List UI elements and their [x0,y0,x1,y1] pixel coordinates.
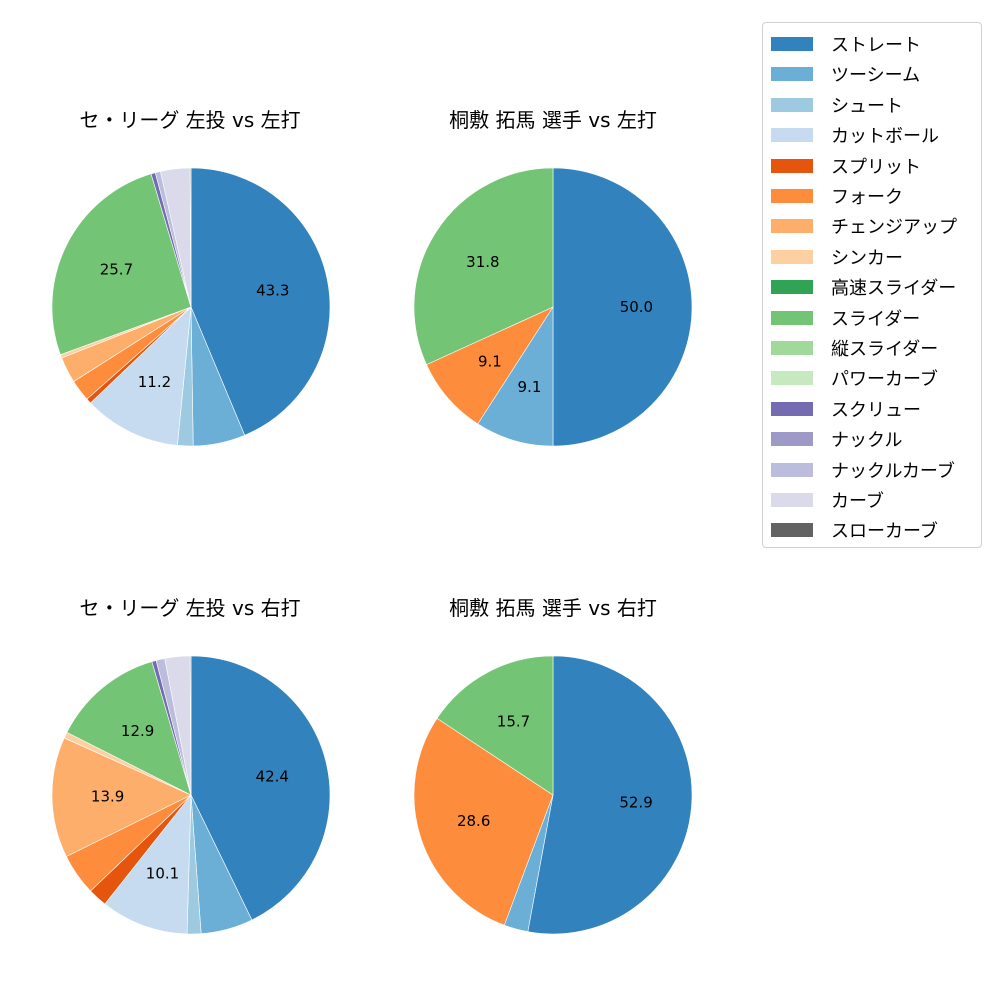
legend-swatch [771,493,813,507]
legend-label: スクリュー [831,399,921,421]
pie-slice [190,655,331,921]
slice-label: 15.7 [497,713,530,731]
slice-label: 11.2 [138,373,171,391]
legend-label: 高速スライダー [831,278,957,300]
legend-item: フォーク [771,185,903,208]
legend-swatch [771,280,813,295]
pie-chart: 43.3 11.2 25.7 [51,167,331,447]
legend-swatch [771,523,813,538]
legend-item: カーブ [771,489,884,512]
pie-slice [189,655,192,796]
slice-label: 9.1 [478,353,502,371]
pie-slice [51,737,192,857]
legend-item: スプリット [771,155,921,178]
legend-item: 高速スライダー [771,276,957,300]
pie-slice [51,173,192,356]
legend-swatch [771,462,813,477]
slice-label: 50.0 [620,298,653,316]
slice-label: 10.1 [146,864,179,882]
pie-slice [66,661,192,796]
pie-slice [527,655,693,935]
slice-label: 42.4 [256,767,289,785]
legend-swatch [771,97,813,112]
slice-label: 43.3 [256,282,289,300]
legend-item: スローカーブ [771,519,938,543]
pie-slice [413,167,554,365]
legend-swatch [771,432,813,447]
pie-chart: 50.0 9.1 9.1 31.8 [413,167,693,447]
slice-label: 52.9 [619,794,652,812]
legend-item: シュート [771,94,903,117]
legend-label: 縦スライダー [831,339,939,360]
legend-label: チェンジアップ [831,217,957,239]
legend-label: スローカーブ [831,521,938,543]
legend-item: チェンジアップ [771,215,957,239]
slice-label: 31.8 [466,253,499,271]
legend-label: スライダー [831,308,921,330]
legend-label: シンカー [831,247,903,269]
legend-swatch [771,67,813,82]
pie-slice [436,655,554,796]
pie-chart: 42.4 10.1 13.9 12.9 [51,655,331,935]
legend-swatch [771,37,813,51]
legend-swatch [771,341,813,355]
legend-label: ナックルカーブ [831,460,955,482]
legend-item: ナックル [771,428,903,452]
chart-title: セ・リーグ 左投 vs 左打 [79,108,301,132]
slice-label: 13.9 [91,787,124,805]
pie-slice [190,167,331,436]
chart-title: セ・リーグ 左投 vs 右打 [79,596,301,620]
legend-label: カットボール [831,126,939,148]
pie-slice [104,794,192,935]
legend-item: 縦スライダー [771,337,939,360]
slice-label: 12.9 [121,722,154,740]
legend-swatch [771,158,813,173]
legend-swatch [771,219,813,234]
legend-swatch [771,128,813,143]
legend-item: ツーシーム [771,63,921,87]
legend-item: スクリュー [771,398,921,421]
legend-swatch [771,310,813,325]
legend-label: スプリット [831,156,921,178]
pie-slice [477,305,554,447]
slice-label: 9.1 [518,378,542,396]
slice-label: 28.6 [457,812,490,830]
pie-slice [426,306,554,425]
legend-label: カーブ [831,491,884,512]
legend-item: ストレート [771,33,921,56]
legend-swatch [771,189,813,203]
pie-chart: 52.9 28.6 15.7 [413,655,693,935]
legend-label: ナックル [831,430,903,452]
legend-item: ナックルカーブ [771,459,955,482]
chart-title: 桐敷 拓馬 選手 vs 左打 [449,108,657,132]
pie-slice [189,167,192,308]
slice-label: 25.7 [100,261,133,279]
legend-swatch [771,371,813,386]
pie-slice [413,717,554,926]
legend-item: スライダー [771,307,921,330]
legend-item: シンカー [771,246,903,269]
legend-label: ツーシーム [831,65,921,87]
legend-label: フォーク [831,187,903,208]
legend-swatch [771,249,813,264]
pie-slice [90,306,192,446]
legend-item: パワーカーブ [771,367,938,391]
legend-item: カットボール [771,124,939,148]
pie-slice [552,167,693,447]
legend-swatch [771,401,813,416]
legend: ストレートツーシームシュートカットボール スプリットフォークチェンジアップ シンカー… [762,22,982,548]
legend-label: シュート [831,95,903,117]
chart-title: 桐敷 拓馬 選手 vs 右打 [449,596,657,620]
legend-label: パワーカーブ [831,369,938,391]
legend-label: ストレート [831,35,921,56]
